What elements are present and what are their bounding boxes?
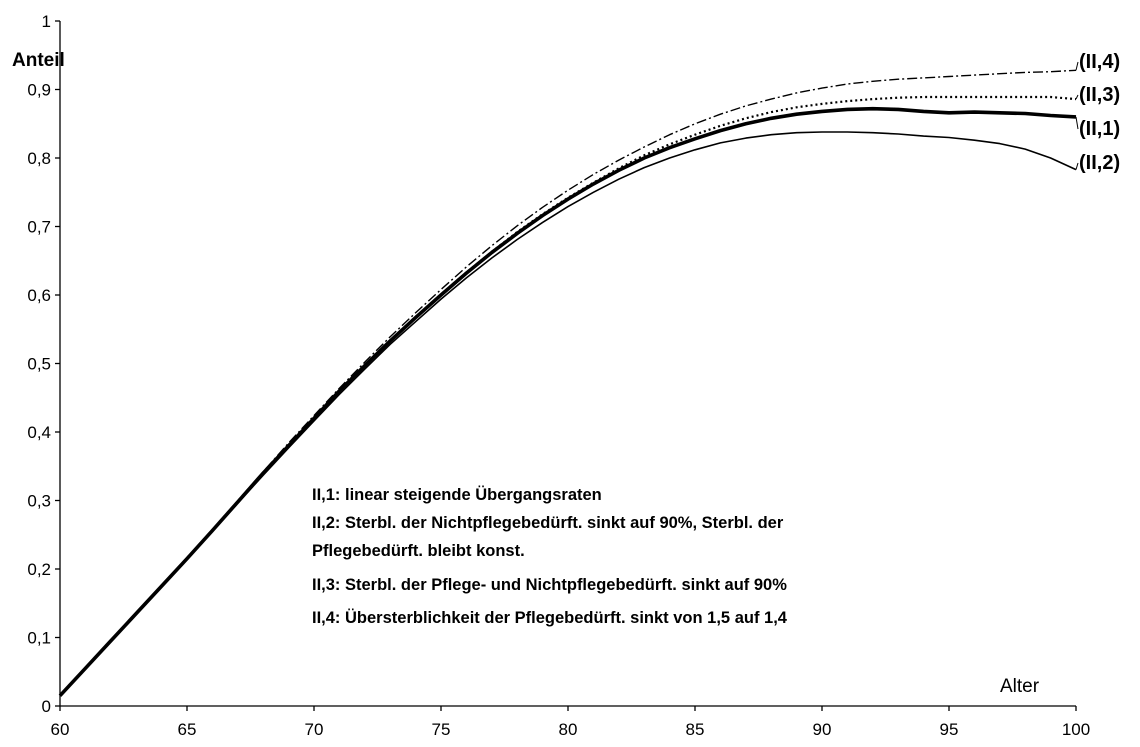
y-tick-label: 0,8 [27, 149, 51, 168]
series-label: (II,1) [1079, 118, 1120, 140]
series-line-3 [59, 95, 1077, 697]
y-tick-label: 0,2 [27, 560, 51, 579]
x-tick-label: 85 [686, 720, 705, 739]
series-group [58, 69, 1077, 697]
legend-note: II,4: Übersterblichkeit der Pflegebedürf… [312, 608, 788, 627]
y-tick-label: 0,9 [27, 81, 51, 100]
axes: 60 65 70 75 80 85 90 95 100 00,10,20,30,40,50,60… [27, 12, 1090, 739]
series-line-1 [58, 106, 1077, 697]
series-label: (II,4) [1079, 51, 1120, 73]
x-tick-label: 100 [1062, 720, 1090, 739]
x-tick-label: 90 [813, 720, 832, 739]
legend-notes: II,1: linear steigende Übergangsraten II,… [312, 485, 788, 627]
legend-note: II,2: Sterbl. der Nichtpflegebedürft. si… [312, 514, 784, 532]
legend-note: Pflegebedürft. bleibt konst. [312, 542, 525, 560]
y-tick-label: 0,6 [27, 286, 51, 305]
y-axis-ticks: 0 0,1 0,2 0,3 0,4 0,5 0,6 0,7 0,8 0,9 1 [27, 12, 60, 716]
series-end-labels: (II,1) (II,2) (II,3) (II,4) [1075, 51, 1120, 174]
x-axis-title: Alter [1000, 676, 1040, 697]
y-axis-title: Anteil [12, 50, 65, 71]
y-tick-label: 1 [42, 12, 51, 31]
end-label-connector [1075, 61, 1079, 71]
x-tick-label: 80 [559, 720, 578, 739]
y-tick-label: 0,4 [27, 423, 51, 442]
y-tick-label: 0,3 [27, 492, 51, 511]
x-tick-label: 70 [305, 720, 324, 739]
y-tick-label: 0,5 [27, 355, 51, 374]
series-line-4 [59, 69, 1077, 697]
y-tick-label: 0,7 [27, 218, 51, 237]
y-tick-label: 0 [42, 697, 51, 716]
end-label-connector [1075, 116, 1079, 130]
x-tick-label: 75 [432, 720, 451, 739]
series-label: (II,2) [1079, 152, 1120, 174]
x-tick-label: 60 [51, 720, 70, 739]
series-label: (II,3) [1079, 84, 1120, 106]
x-tick-label: 65 [178, 720, 197, 739]
x-tick-label: 95 [940, 720, 959, 739]
end-label-connector [1075, 162, 1079, 170]
end-label-connector [1075, 94, 1079, 100]
legend-note: II,3: Sterbl. der Pflege- und Nichtpfleg… [312, 576, 787, 594]
y-tick-label: 0,1 [27, 629, 51, 648]
x-axis-ticks: 60 65 70 75 80 85 90 95 100 [51, 706, 1090, 739]
legend-note: II,1: linear steigende Übergangsraten [312, 485, 602, 504]
